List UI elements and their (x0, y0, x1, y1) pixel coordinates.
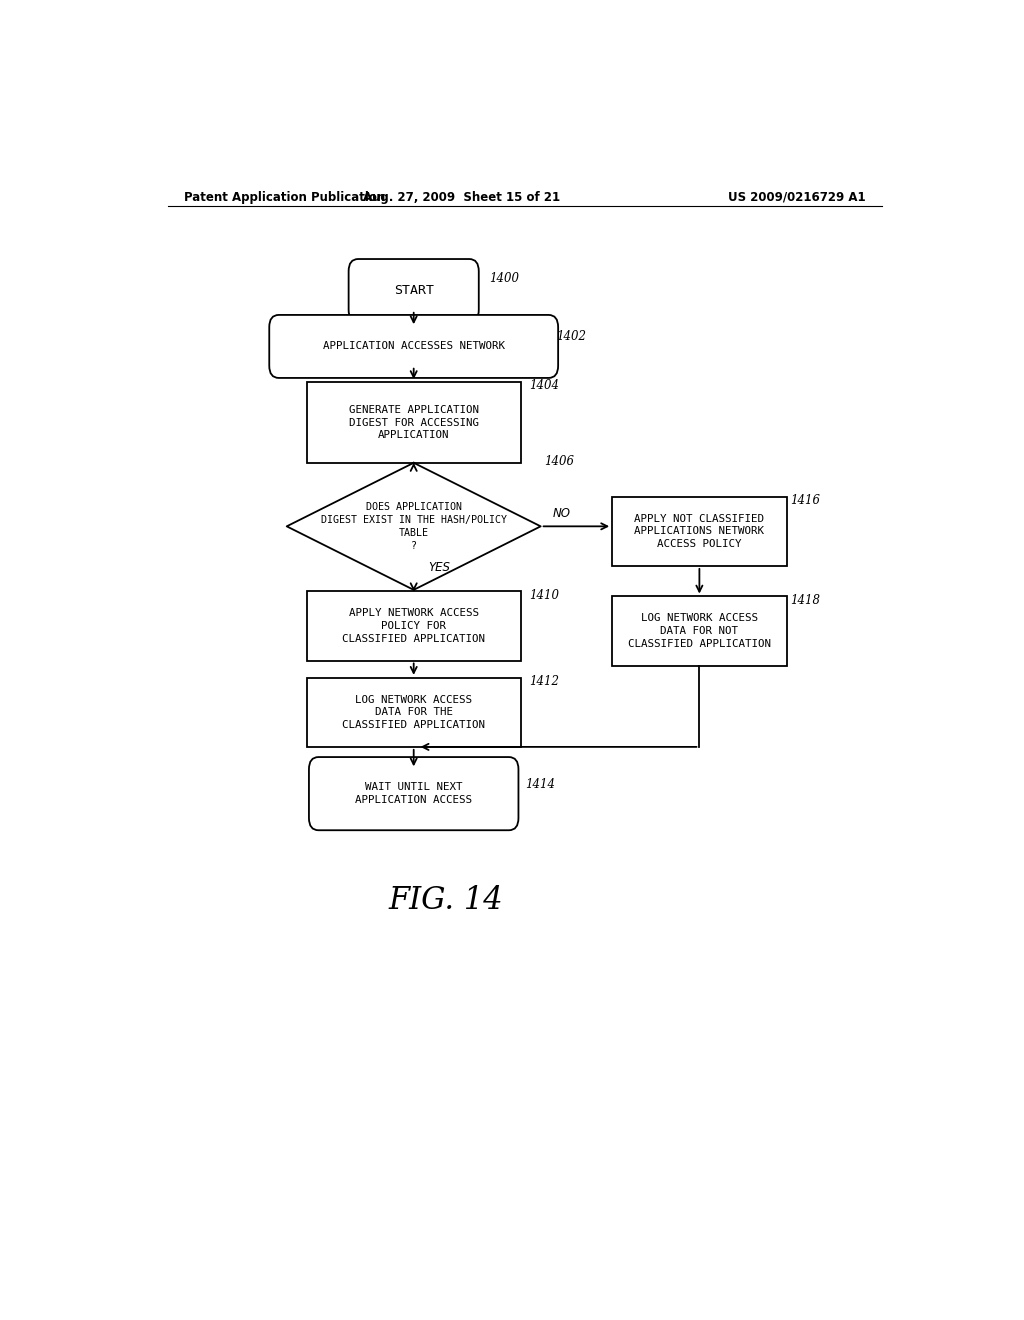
Text: Patent Application Publication: Patent Application Publication (183, 190, 385, 203)
Polygon shape (287, 463, 541, 590)
Text: 1416: 1416 (791, 494, 820, 507)
Text: START: START (393, 284, 434, 297)
Text: 1406: 1406 (545, 455, 574, 467)
Bar (612, 496, 786, 566)
Text: GENERATE APPLICATION
DIGEST FOR ACCESSING
APPLICATION: GENERATE APPLICATION DIGEST FOR ACCESSIN… (349, 405, 478, 441)
Text: 1418: 1418 (791, 594, 820, 607)
Text: YES: YES (428, 561, 450, 574)
Text: 1404: 1404 (528, 379, 559, 392)
Text: 1412: 1412 (528, 675, 559, 688)
Text: APPLY NETWORK ACCESS
POLICY FOR
CLASSIFIED APPLICATION: APPLY NETWORK ACCESS POLICY FOR CLASSIFI… (342, 609, 485, 644)
Text: 1402: 1402 (557, 330, 587, 343)
Text: APPLICATION ACCESSES NETWORK: APPLICATION ACCESSES NETWORK (323, 342, 505, 351)
FancyBboxPatch shape (269, 315, 558, 378)
Text: LOG NETWORK ACCESS
DATA FOR NOT
CLASSIFIED APPLICATION: LOG NETWORK ACCESS DATA FOR NOT CLASSIFI… (628, 614, 771, 649)
FancyBboxPatch shape (309, 758, 518, 830)
FancyBboxPatch shape (348, 259, 479, 322)
Text: US 2009/0216729 A1: US 2009/0216729 A1 (728, 190, 866, 203)
Text: FIG. 14: FIG. 14 (388, 884, 503, 916)
Text: 1400: 1400 (489, 272, 519, 285)
Text: LOG NETWORK ACCESS
DATA FOR THE
CLASSIFIED APPLICATION: LOG NETWORK ACCESS DATA FOR THE CLASSIFI… (342, 694, 485, 730)
Bar (612, 597, 786, 665)
Text: NO: NO (553, 507, 570, 520)
Text: APPLY NOT CLASSIFIED
APPLICATIONS NETWORK
ACCESS POLICY: APPLY NOT CLASSIFIED APPLICATIONS NETWOR… (635, 513, 764, 549)
Text: DOES APPLICATION
DIGEST EXIST IN THE HASH/POLICY
TABLE
?: DOES APPLICATION DIGEST EXIST IN THE HAS… (321, 502, 507, 550)
Text: 1410: 1410 (528, 589, 559, 602)
Text: Aug. 27, 2009  Sheet 15 of 21: Aug. 27, 2009 Sheet 15 of 21 (362, 190, 560, 203)
Bar (306, 591, 521, 660)
Text: 1414: 1414 (524, 777, 555, 791)
Bar (306, 381, 521, 463)
Bar (306, 677, 521, 747)
Text: WAIT UNTIL NEXT
APPLICATION ACCESS: WAIT UNTIL NEXT APPLICATION ACCESS (355, 783, 472, 805)
